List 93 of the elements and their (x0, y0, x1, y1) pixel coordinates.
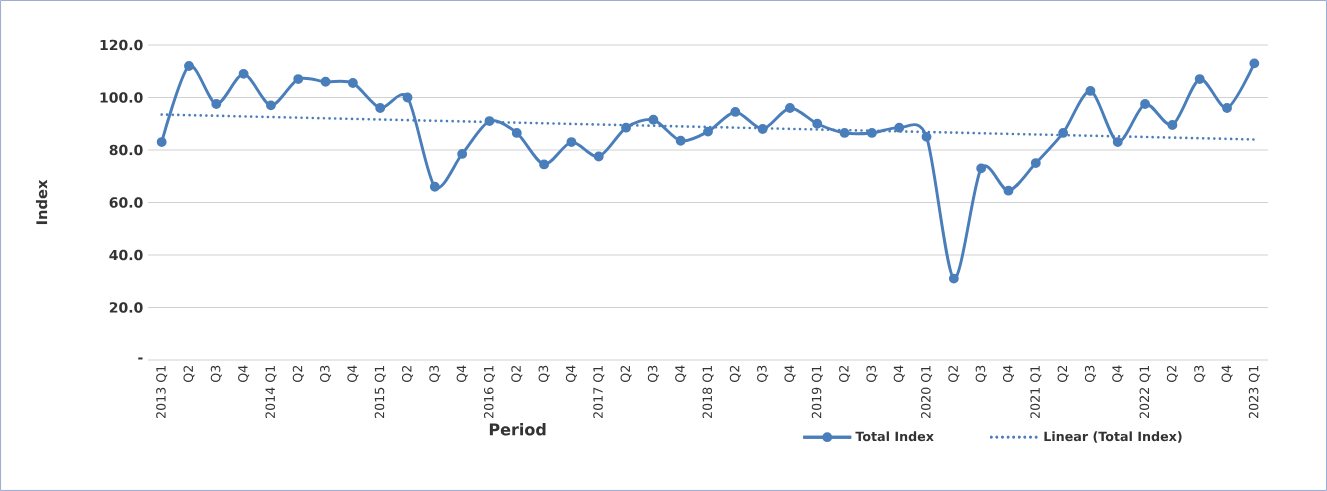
x-tick-label: 2020 Q1 (921, 365, 933, 419)
point (211, 99, 222, 109)
x-tick-label: Q2 (948, 365, 960, 383)
y-tick-label: 20.0 (109, 302, 143, 313)
point (1003, 185, 1014, 196)
point (457, 148, 468, 159)
x-tick-label: Q4 (893, 365, 905, 383)
x-tick-label: Q4 (347, 365, 359, 383)
x-tick-label: Q2 (839, 365, 851, 383)
x-tick-label: Q3 (538, 365, 550, 383)
x-tick-label: Q3 (1194, 365, 1206, 383)
y-axis-title: Index (35, 179, 48, 225)
y-tick-label: 60.0 (109, 197, 143, 208)
point (1249, 58, 1260, 69)
x-tick-label: 2018 Q1 (702, 365, 714, 419)
x-tick-label: 2016 Q1 (483, 365, 495, 419)
point (566, 137, 577, 148)
point (1112, 137, 1123, 148)
x-tick-label: Q4 (238, 365, 250, 383)
x-tick-label: 2017 Q1 (593, 365, 605, 419)
point (1167, 120, 1178, 130)
x-tick-label: Q2 (292, 365, 304, 383)
x-tick-label: 2023 Q1 (1248, 365, 1260, 419)
x-tick-label: Q3 (210, 365, 222, 383)
point (184, 61, 194, 71)
x-tick-label: Q4 (1112, 365, 1124, 383)
x-tick-label: Q2 (1166, 365, 1178, 383)
point (839, 127, 850, 138)
x-tick-label: 2014 Q1 (265, 365, 277, 419)
point (785, 103, 795, 113)
point (921, 131, 932, 142)
x-tick-label: 2015 Q1 (374, 365, 386, 419)
point (347, 78, 358, 88)
point (429, 181, 440, 192)
x-tick-label: Q4 (1002, 365, 1014, 383)
x-tick-label: Q2 (183, 365, 195, 383)
x-tick-label: Q3 (647, 365, 659, 383)
point (866, 127, 877, 138)
point (812, 118, 823, 129)
point (1030, 158, 1041, 169)
point (730, 106, 741, 117)
point (1140, 99, 1151, 109)
point (593, 151, 604, 162)
x-tick-label: 2021 Q1 (1030, 365, 1042, 419)
point (976, 163, 987, 174)
x-tick-label: Q2 (1057, 365, 1069, 383)
x-tick-label: Q2 (401, 365, 414, 383)
point (675, 135, 686, 146)
y-tick-label: - (138, 357, 143, 360)
x-tick-label: 2022 Q1 (1139, 365, 1151, 419)
x-axis-title: Period (489, 423, 546, 436)
point (375, 103, 386, 113)
point (1085, 85, 1096, 96)
point (894, 122, 905, 133)
x-tick-label: Q2 (511, 365, 523, 383)
x-tick-label: Q2 (729, 365, 741, 383)
x-tick-label: Q3 (1084, 365, 1096, 383)
y-tick-label: 100.0 (100, 92, 143, 103)
x-tick-label: Q4 (784, 365, 796, 383)
point (156, 137, 167, 148)
x-tick-label: Q3 (320, 365, 332, 383)
point (539, 159, 550, 170)
point (948, 273, 959, 284)
point (402, 92, 413, 103)
point (293, 74, 304, 85)
point (484, 116, 495, 127)
point (1222, 103, 1232, 113)
point (511, 127, 522, 138)
x-tick-label: Q3 (757, 365, 769, 383)
y-tick-label: 120.0 (100, 39, 143, 51)
point (1194, 74, 1205, 85)
point (266, 100, 276, 111)
x-tick-label: 2019 Q1 (811, 365, 823, 419)
x-tick-label: Q4 (675, 365, 687, 383)
point (1058, 127, 1069, 138)
legend-label: Total Index (855, 431, 934, 442)
point (703, 126, 713, 137)
y-tick-label: 40.0 (109, 249, 143, 261)
x-tick-label: Q4 (565, 365, 577, 383)
point (648, 114, 659, 125)
point (757, 124, 768, 134)
x-tick-label: Q2 (620, 365, 632, 383)
x-tick-label: Q3 (429, 365, 441, 383)
x-tick-label: Q3 (975, 365, 987, 383)
x-tick-label: 2013 Q1 (156, 365, 168, 419)
x-tick-label: Q4 (1221, 365, 1233, 383)
point (238, 68, 249, 79)
x-tick-label: Q3 (866, 365, 878, 383)
point (320, 76, 331, 87)
x-tick-label: Q4 (456, 365, 468, 383)
legend-label: Linear (Total Index) (1044, 431, 1182, 443)
point (621, 122, 631, 133)
y-tick-label: 80.0 (109, 144, 143, 156)
